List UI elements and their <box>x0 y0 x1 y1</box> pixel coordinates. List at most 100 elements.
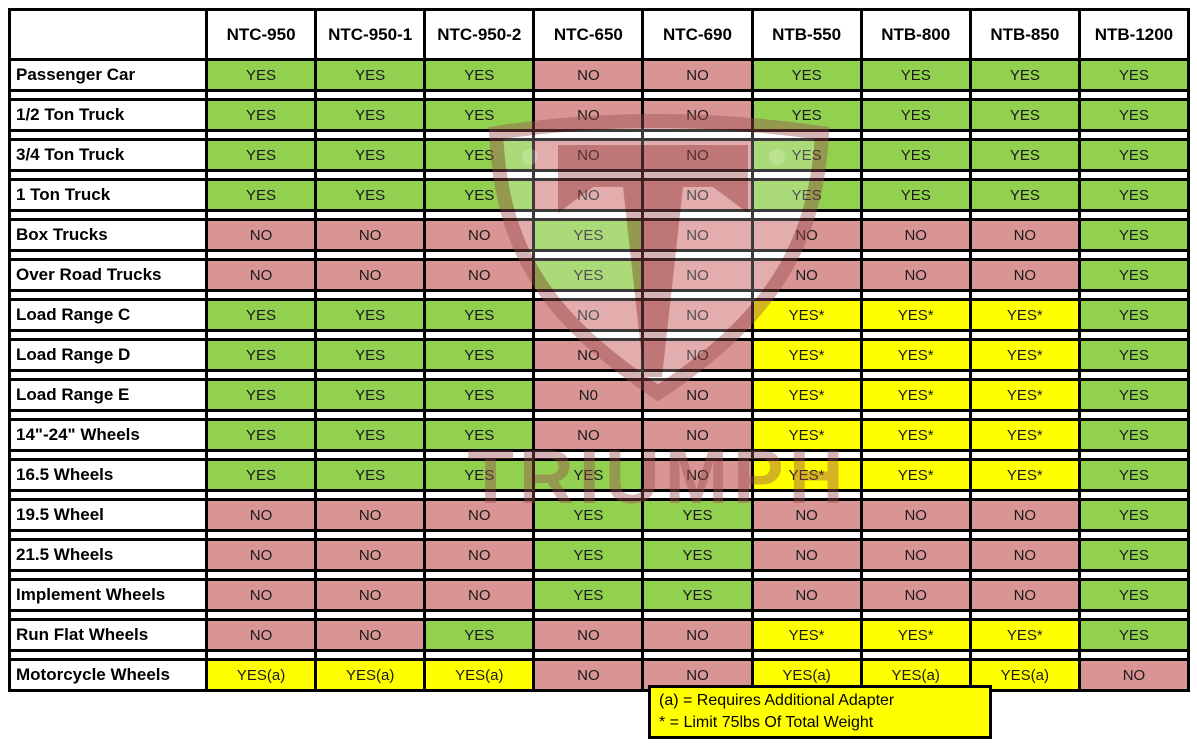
table-cell: NO <box>750 538 863 572</box>
table-cell: NO <box>641 258 754 292</box>
spacer-cell <box>750 530 863 540</box>
spacer-cell <box>859 250 972 260</box>
table-row: Run Flat Wheels NO NO YES NO NO YES* YES* YES* YE… <box>8 618 1191 652</box>
spacer-row <box>8 90 1191 100</box>
table-cell: YES <box>750 58 863 92</box>
spacer-cell <box>1077 170 1191 180</box>
spacer-cell <box>314 170 427 180</box>
table-row: 1 Ton Truck YES YES YES NO NO YES YES YES YES <box>8 178 1191 212</box>
spacer-cell <box>204 410 318 420</box>
spacer-cell <box>859 490 972 500</box>
table-cell: NO <box>750 258 863 292</box>
table-cell: YES <box>859 138 972 172</box>
row-label: 19.5 Wheel <box>8 498 208 532</box>
spacer-cell <box>314 370 427 380</box>
table-cell: YES <box>1077 418 1191 452</box>
table-cell: YES <box>859 98 972 132</box>
table-row: Load Range E YES YES YES N0 NO YES* YES* YES* YES <box>8 378 1191 412</box>
row-label: Run Flat Wheels <box>8 618 208 652</box>
table-cell: YES <box>423 378 536 412</box>
table-cell: YES <box>641 578 754 612</box>
table-cell: YES <box>532 578 645 612</box>
table-cell: NO <box>532 338 645 372</box>
table-cell: YES <box>532 218 645 252</box>
table-cell: NO <box>532 178 645 212</box>
table-cell: YES <box>750 178 863 212</box>
spacer-cell <box>314 650 427 660</box>
table-cell: YES* <box>750 458 863 492</box>
spacer-cell <box>859 210 972 220</box>
table-cell: YES <box>423 458 536 492</box>
row-label: Passenger Car <box>8 58 208 92</box>
column-header-ntc-690: NTC-690 <box>641 8 754 61</box>
spacer-cell <box>1077 330 1191 340</box>
spacer-cell <box>1077 650 1191 660</box>
table-cell: YES <box>1077 138 1191 172</box>
spacer-cell <box>641 410 754 420</box>
spacer-cell <box>8 450 208 460</box>
table-cell: YES <box>1077 298 1191 332</box>
table-cell: YES <box>204 178 318 212</box>
row-label: Box Trucks <box>8 218 208 252</box>
table-cell: NO <box>641 378 754 412</box>
spacer-cell <box>859 130 972 140</box>
row-label: Load Range D <box>8 338 208 372</box>
row-label: 14"-24" Wheels <box>8 418 208 452</box>
table-row: 14"-24" Wheels YES YES YES NO NO YES* YES* YES* Y… <box>8 418 1191 452</box>
table-cell: YES <box>641 498 754 532</box>
spacer-cell <box>8 290 208 300</box>
spacer-cell <box>8 650 208 660</box>
table-cell: NO <box>641 418 754 452</box>
table-cell: YES <box>1077 498 1191 532</box>
table-cell: YES* <box>968 458 1081 492</box>
spacer-cell <box>8 250 208 260</box>
spacer-cell <box>532 290 645 300</box>
spacer-cell <box>750 330 863 340</box>
spacer-cell <box>8 130 208 140</box>
spacer-cell <box>750 90 863 100</box>
table-cell: YES <box>423 298 536 332</box>
table-cell: YES* <box>968 298 1081 332</box>
spacer-cell <box>859 90 972 100</box>
spacer-cell <box>204 210 318 220</box>
table-cell: YES <box>968 58 1081 92</box>
table-cell: YES <box>859 178 972 212</box>
corner-cell <box>8 8 208 61</box>
table-cell: NO <box>204 578 318 612</box>
spacer-cell <box>968 530 1081 540</box>
column-header-ntb-550: NTB-550 <box>750 8 863 61</box>
table-cell: NO <box>532 418 645 452</box>
spacer-cell <box>532 330 645 340</box>
table-cell: YES <box>204 378 318 412</box>
spacer-cell <box>423 130 536 140</box>
spacer-cell <box>1077 490 1191 500</box>
spacer-cell <box>641 290 754 300</box>
table-cell: NO <box>968 578 1081 612</box>
spacer-cell <box>750 610 863 620</box>
column-header-ntc-950: NTC-950 <box>204 8 318 61</box>
table-cell: YES <box>1077 458 1191 492</box>
column-header-ntc-950-1: NTC-950-1 <box>314 8 427 61</box>
table-cell: NO <box>859 498 972 532</box>
compat-table: NTC-950 NTC-950-1 NTC-950-2 NTC-650 NTC-690 N… <box>8 8 1191 692</box>
spacer-cell <box>532 130 645 140</box>
spacer-cell <box>1077 250 1191 260</box>
spacer-cell <box>423 250 536 260</box>
table-cell: YES* <box>750 298 863 332</box>
table-cell: NO <box>204 258 318 292</box>
spacer-row <box>8 410 1191 420</box>
table-cell: NO <box>314 258 427 292</box>
spacer-cell <box>968 650 1081 660</box>
table-cell: YES <box>423 98 536 132</box>
spacer-cell <box>532 410 645 420</box>
table-cell: YES <box>314 178 427 212</box>
spacer-cell <box>314 330 427 340</box>
table-cell: YES(a) <box>204 658 318 692</box>
table-cell: YES(a) <box>423 658 536 692</box>
table-cell: NO <box>750 218 863 252</box>
spacer-cell <box>1077 370 1191 380</box>
table-cell: YES <box>1077 578 1191 612</box>
table-cell: NO <box>204 538 318 572</box>
table-cell: NO <box>314 218 427 252</box>
spacer-cell <box>750 650 863 660</box>
